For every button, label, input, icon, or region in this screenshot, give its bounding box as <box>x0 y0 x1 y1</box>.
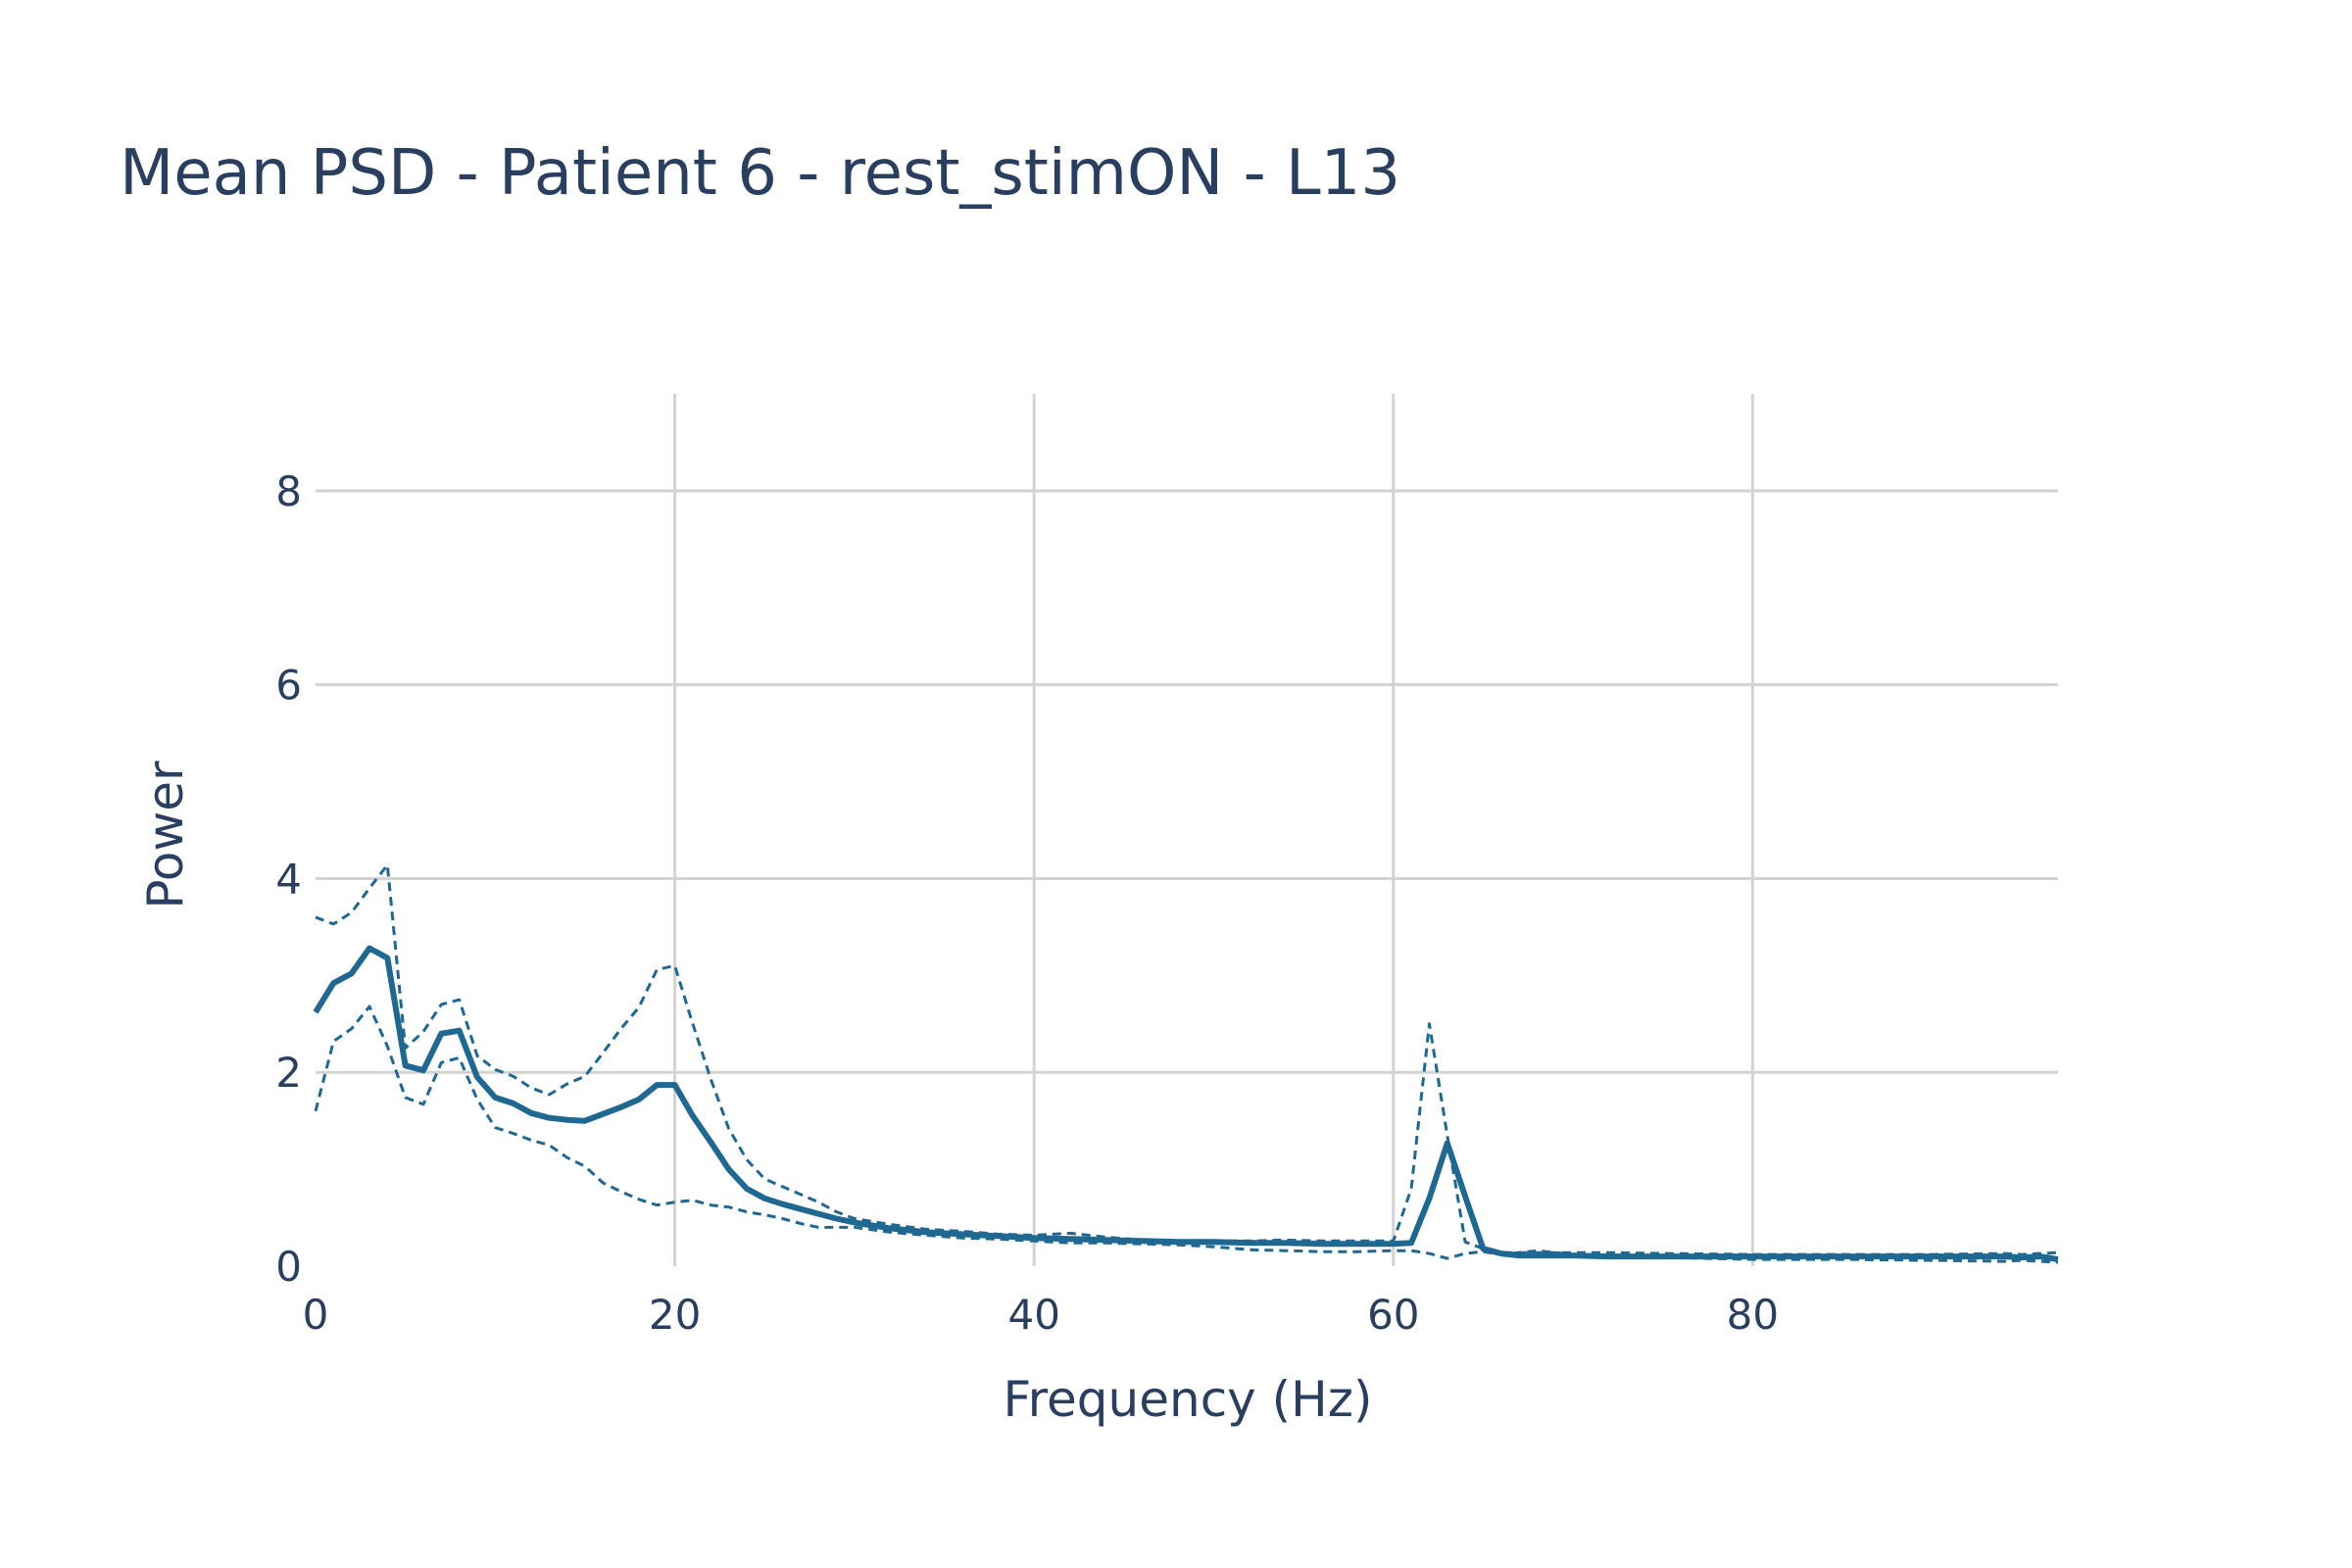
upper-bound-dashed-line <box>315 863 2059 1256</box>
y-tick-label: 4 <box>275 855 302 903</box>
x-tick-label: 80 <box>1727 1291 1779 1339</box>
y-tick-label: 8 <box>275 467 302 515</box>
y-tick-label: 2 <box>275 1049 302 1097</box>
mean-psd-line <box>313 945 2059 1263</box>
x-tick-label: 20 <box>649 1291 701 1339</box>
chart-title: Mean PSD - Patient 6 - rest_stimON - L13 <box>120 137 1400 210</box>
y-gridlines <box>316 489 2058 1074</box>
x-tick-label: 0 <box>303 1291 329 1339</box>
y-axis-label: Power <box>137 760 194 909</box>
x-tick-labels: 0 20 40 60 80 <box>303 1291 1779 1339</box>
series-layer <box>313 863 2059 1264</box>
x-tick-label: 60 <box>1367 1291 1419 1339</box>
x-gridlines <box>673 394 1754 1266</box>
y-tick-label: 0 <box>275 1243 302 1291</box>
x-axis-label: Frequency (Hz) <box>1003 1371 1372 1428</box>
lower-bound-dashed-line <box>314 1004 2059 1264</box>
y-tick-label: 6 <box>275 662 302 710</box>
y-tick-labels: 0 2 4 6 8 <box>275 467 302 1291</box>
x-tick-label: 40 <box>1007 1291 1059 1339</box>
